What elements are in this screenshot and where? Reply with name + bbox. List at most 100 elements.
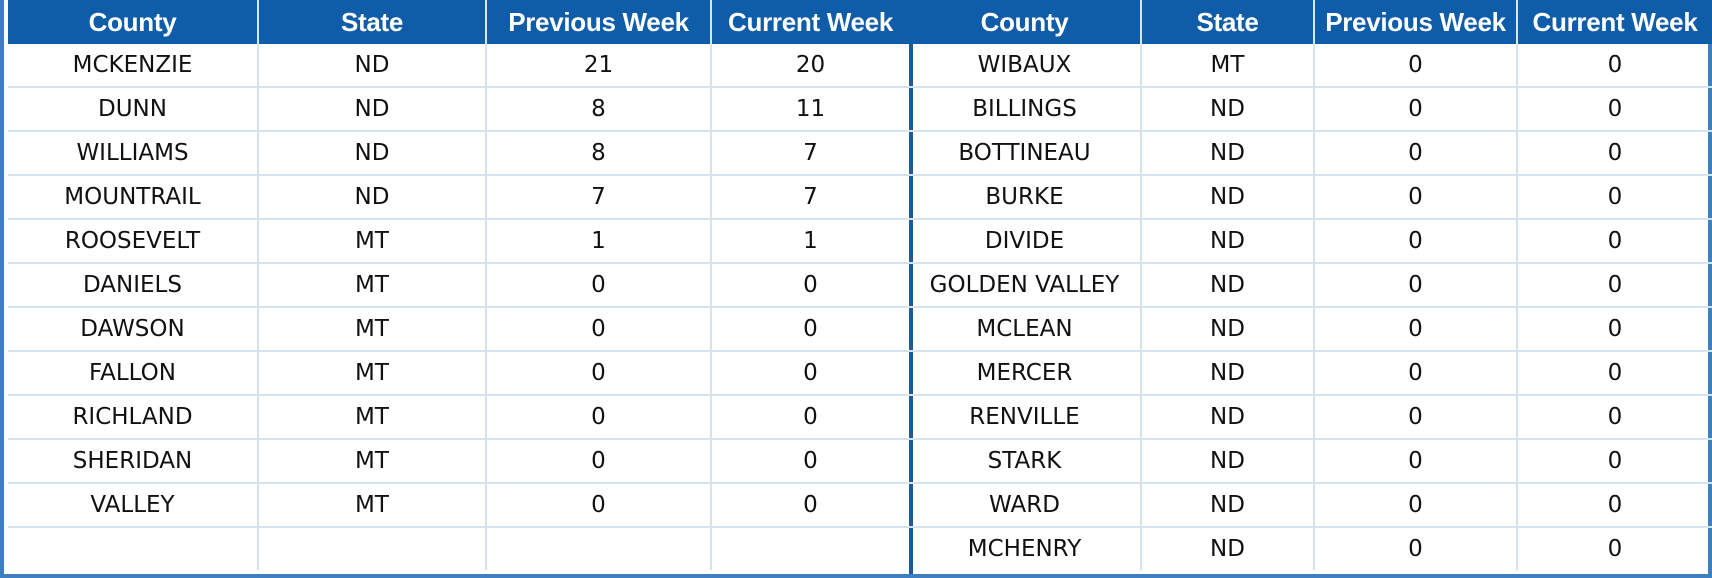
previous-week-cell: 0 <box>1314 307 1518 352</box>
current-week-cell: 0 <box>1517 175 1712 220</box>
state-cell: ND <box>1141 263 1315 308</box>
previous-week-cell: 0 <box>1314 44 1518 88</box>
current-week-cell: 0 <box>1517 44 1712 88</box>
table-row: DAWSON MT 0 0 <box>8 307 909 352</box>
current-week-cell: 0 <box>711 307 909 352</box>
state-cell: ND <box>1141 483 1315 528</box>
current-week-cell: 0 <box>711 439 909 484</box>
previous-week-cell: 0 <box>1314 439 1518 484</box>
previous-week-cell: 0 <box>486 439 712 484</box>
county-cell: MCKENZIE <box>8 44 259 88</box>
current-week-cell: 0 <box>1517 483 1712 528</box>
county-cell: STARK <box>909 439 1142 484</box>
right-table-panel: County State Previous Week Current Week … <box>909 0 1712 574</box>
current-week-cell: 0 <box>1517 439 1712 484</box>
county-cell: DANIELS <box>8 263 259 308</box>
previous-week-cell: 0 <box>1314 87 1518 132</box>
state-cell: MT <box>258 307 487 352</box>
previous-week-cell: 0 <box>486 483 712 528</box>
table-row: STARK ND 0 0 <box>909 439 1712 484</box>
county-cell: SHERIDAN <box>8 439 259 484</box>
state-cell: ND <box>1141 351 1315 396</box>
county-cell: WIBAUX <box>909 44 1142 88</box>
current-week-cell: 0 <box>1517 87 1712 132</box>
state-cell: ND <box>258 131 487 176</box>
previous-week-cell: 0 <box>486 351 712 396</box>
county-column-header: County <box>8 0 259 44</box>
table-row: WIBAUX MT 0 0 <box>909 44 1712 88</box>
state-cell: ND <box>258 87 487 132</box>
table-row: DANIELS MT 0 0 <box>8 263 909 308</box>
table-row: RICHLAND MT 0 0 <box>8 395 909 440</box>
current-week-cell: 7 <box>711 175 909 220</box>
previous-week-cell: 0 <box>1314 395 1518 440</box>
state-cell: ND <box>1141 307 1315 352</box>
county-cell: WILLIAMS <box>8 131 259 176</box>
left-county-table: County State Previous Week Current Week … <box>8 0 909 570</box>
table-row: BILLINGS ND 0 0 <box>909 87 1712 132</box>
current-week-cell <box>711 527 909 570</box>
current-week-cell: 0 <box>1517 219 1712 264</box>
previous-week-cell: 0 <box>1314 351 1518 396</box>
previous-week-cell: 7 <box>486 175 712 220</box>
county-cell: DUNN <box>8 87 259 132</box>
table-row: BOTTINEAU ND 0 0 <box>909 131 1712 176</box>
previous-week-cell: 0 <box>1314 527 1518 570</box>
state-cell: MT <box>258 395 487 440</box>
state-cell: MT <box>258 263 487 308</box>
previous-week-column-header: Previous Week <box>1314 0 1518 44</box>
state-cell: MT <box>258 351 487 396</box>
table-row: FALLON MT 0 0 <box>8 351 909 396</box>
county-cell: RENVILLE <box>909 395 1142 440</box>
table-row: MCLEAN ND 0 0 <box>909 307 1712 352</box>
state-cell: MT <box>1141 44 1315 88</box>
current-week-cell: 0 <box>711 263 909 308</box>
current-week-cell: 7 <box>711 131 909 176</box>
previous-week-cell: 8 <box>486 87 712 132</box>
county-column-header: County <box>909 0 1142 44</box>
state-cell: ND <box>1141 87 1315 132</box>
current-week-cell: 0 <box>1517 131 1712 176</box>
county-cell: MOUNTRAIL <box>8 175 259 220</box>
county-cell: RICHLAND <box>8 395 259 440</box>
table-row: MERCER ND 0 0 <box>909 351 1712 396</box>
previous-week-cell: 0 <box>486 263 712 308</box>
current-week-cell: 20 <box>711 44 909 88</box>
table-row: RENVILLE ND 0 0 <box>909 395 1712 440</box>
county-cell <box>8 527 259 570</box>
table-row: DUNN ND 8 11 <box>8 87 909 132</box>
state-cell: ND <box>258 44 487 88</box>
table-row: MOUNTRAIL ND 7 7 <box>8 175 909 220</box>
table-row: ROOSEVELT MT 1 1 <box>8 219 909 264</box>
state-cell: MT <box>258 483 487 528</box>
county-cell: ROOSEVELT <box>8 219 259 264</box>
right-table-body: WIBAUX MT 0 0 BILLINGS ND 0 0 BOTTINEAU ND 0 0 BURKE… <box>909 44 1712 570</box>
state-cell: ND <box>1141 527 1315 570</box>
right-header-row: County State Previous Week Current Week <box>909 0 1712 44</box>
county-cell: VALLEY <box>8 483 259 528</box>
current-week-cell: 0 <box>1517 351 1712 396</box>
current-week-cell: 0 <box>1517 263 1712 308</box>
table-row: WILLIAMS ND 8 7 <box>8 131 909 176</box>
previous-week-cell: 0 <box>1314 483 1518 528</box>
left-table-panel: County State Previous Week Current Week … <box>8 0 909 574</box>
previous-week-cell: 0 <box>486 395 712 440</box>
state-cell: ND <box>1141 219 1315 264</box>
previous-week-column-header: Previous Week <box>486 0 712 44</box>
current-week-cell: 0 <box>1517 307 1712 352</box>
previous-week-cell: 21 <box>486 44 712 88</box>
current-week-column-header: Current Week <box>711 0 909 44</box>
previous-week-cell: 1 <box>486 219 712 264</box>
county-cell: BOTTINEAU <box>909 131 1142 176</box>
table-row: WARD ND 0 0 <box>909 483 1712 528</box>
previous-week-cell: 0 <box>1314 263 1518 308</box>
county-cell: GOLDEN VALLEY <box>909 263 1142 308</box>
county-cell: FALLON <box>8 351 259 396</box>
county-cell: BURKE <box>909 175 1142 220</box>
state-cell: MT <box>258 439 487 484</box>
table-row: GOLDEN VALLEY ND 0 0 <box>909 263 1712 308</box>
left-header-row: County State Previous Week Current Week <box>8 0 909 44</box>
state-cell: ND <box>1141 131 1315 176</box>
state-cell: ND <box>258 175 487 220</box>
